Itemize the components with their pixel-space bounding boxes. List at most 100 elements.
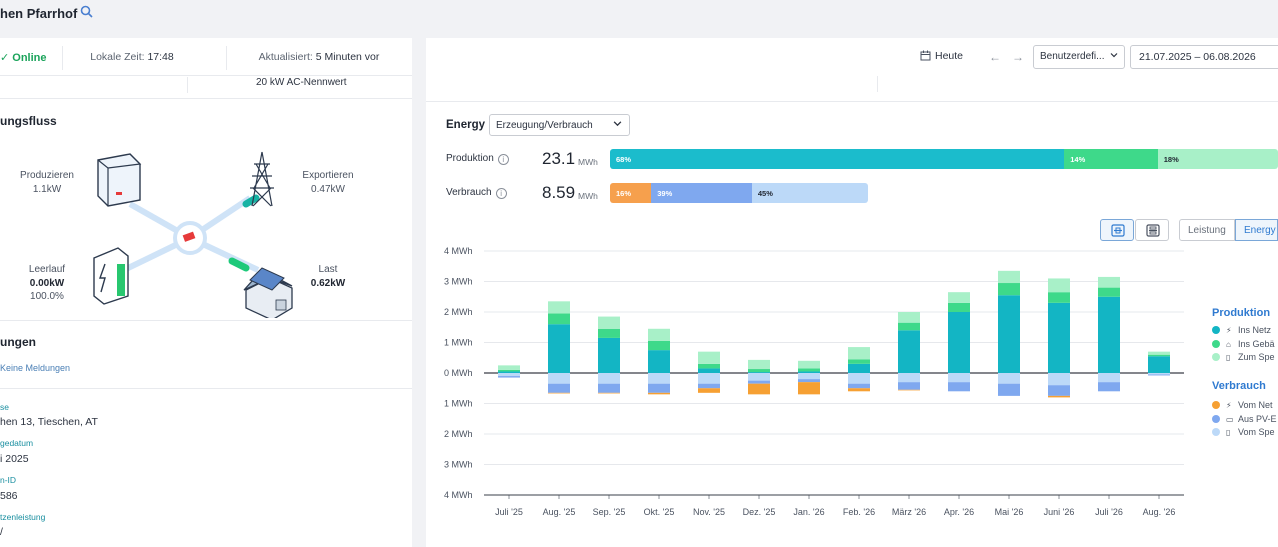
bar-segment	[998, 270, 1020, 284]
date-toolbar: Heute ← → Benutzerdefi... 21.07.2025 – 0…	[426, 38, 1278, 76]
bar-segment	[848, 359, 870, 364]
y-tick-label: 1 MWh	[444, 399, 473, 409]
bar-segment	[898, 330, 920, 373]
info-icon[interactable]: i	[495, 188, 507, 199]
info-icon[interactable]: i	[497, 154, 509, 165]
bar-segment	[598, 337, 620, 373]
energy-label: Energy	[446, 119, 485, 131]
bar-segment	[1048, 385, 1070, 396]
legend-item-to-storage[interactable]: ▯ Zum Spe	[1212, 352, 1275, 362]
bar-segment	[1148, 373, 1170, 375]
bar-segment	[1048, 373, 1070, 386]
legend-item-from-pv[interactable]: ▭ Aus PV-E	[1212, 414, 1277, 424]
bar-segment	[548, 383, 570, 393]
bar-segment	[1048, 395, 1070, 398]
bar-segment	[1148, 351, 1170, 355]
alerts-title: ungen	[0, 335, 36, 349]
production-share-bar: 68% 14% 18%	[610, 149, 1278, 169]
bar-segment	[948, 312, 970, 373]
energy-flow-title: ungsfluss	[0, 114, 57, 128]
energy-chart-panel: Heute ← → Benutzerdefi... 21.07.2025 – 0…	[426, 38, 1278, 547]
calendar-icon	[920, 50, 931, 61]
energy-view-select[interactable]: Erzeugung/Verbrauch	[489, 114, 630, 136]
battery-icon: ▯	[1226, 353, 1231, 362]
divider	[62, 46, 63, 70]
stacked-view-button[interactable]	[1100, 219, 1134, 241]
bar-segment	[698, 383, 720, 389]
export-label: Exportieren	[302, 170, 354, 181]
bar-segment	[1098, 296, 1120, 373]
legend-dot	[1212, 428, 1220, 436]
y-tick-label: 0 MWh	[444, 368, 473, 378]
bar-segment	[1048, 292, 1070, 303]
info-value-address: hen 13, Tieschen, AT	[0, 416, 98, 428]
ac-rating-strip: 20 kW AC-Nennwert	[0, 77, 412, 99]
bar-segment	[598, 328, 620, 338]
bar-segment	[998, 383, 1020, 396]
legend-item-from-storage[interactable]: ▯ Vom Spe	[1212, 427, 1275, 437]
chevron-down-icon	[613, 121, 622, 127]
production-total: 23.1	[542, 149, 576, 168]
bar-segment	[1098, 373, 1120, 383]
today-button[interactable]: Heute	[920, 50, 963, 62]
ac-rating: 20 kW AC-Nennwert	[256, 77, 347, 88]
load-label: Last	[318, 264, 338, 275]
bar-segment	[848, 363, 870, 373]
bar-segment	[748, 383, 770, 395]
info-value-peak: /	[0, 526, 3, 538]
bar-segment	[748, 380, 770, 384]
x-tick-label: Nov. '25	[693, 507, 725, 517]
legend-dot	[1212, 326, 1220, 334]
legend-dot	[1212, 401, 1220, 409]
divider	[877, 76, 878, 92]
house-icon	[243, 267, 293, 318]
bar-segment	[748, 373, 770, 381]
y-tick-label: 1 MWh	[444, 338, 473, 348]
date-range-input[interactable]: 21.07.2025 – 06.08.2026	[1130, 45, 1278, 69]
house-icon: ⌂	[1226, 340, 1231, 349]
grouped-chart-icon	[1146, 224, 1160, 237]
range-type-select[interactable]: Benutzerdefi...	[1033, 45, 1125, 69]
y-tick-label: 2 MWh	[444, 429, 473, 439]
bar-segment	[648, 350, 670, 373]
divider	[0, 320, 412, 321]
bar-segment	[548, 392, 570, 394]
battery-soc: 100.0%	[30, 291, 64, 302]
bar-segment	[698, 363, 720, 369]
x-tick-label: Sep. '25	[593, 507, 626, 517]
next-period-button[interactable]: →	[1012, 50, 1024, 64]
previous-period-button[interactable]: ←	[989, 50, 1001, 64]
grouped-view-button[interactable]	[1135, 219, 1169, 241]
online-status: ✓ Online	[0, 52, 47, 64]
bar-segment	[1098, 382, 1120, 392]
legend-item-from-grid[interactable]: ⚡ Vom Net	[1212, 400, 1273, 410]
power-mode-button[interactable]: Leistung	[1179, 219, 1235, 241]
bar-segment	[798, 373, 820, 380]
divider	[187, 77, 188, 93]
export-value: 0.47kW	[311, 184, 345, 195]
bar-segment	[948, 302, 970, 312]
bar-segment	[898, 382, 920, 390]
top-bar: hen Pfarrhof	[0, 0, 1278, 38]
bar-segment	[798, 382, 820, 395]
search-icon[interactable]	[79, 4, 95, 20]
legend-item-grid-export[interactable]: ⚡ Ins Netz	[1212, 325, 1271, 335]
x-tick-label: Apr. '26	[944, 507, 974, 517]
bar-segment	[498, 371, 520, 373]
bar-segment	[998, 373, 1020, 384]
bar-segment	[798, 368, 820, 372]
divider	[226, 46, 227, 70]
legend-item-building[interactable]: ⌂ Ins Gebä	[1212, 339, 1275, 349]
bar-segment	[848, 347, 870, 360]
toolbar-substrip	[426, 76, 1278, 102]
grid-tower-icon: ⚡	[1226, 326, 1232, 335]
bar-segment	[1048, 302, 1070, 373]
bar-segment	[848, 388, 870, 392]
produce-label: Produzieren	[20, 170, 74, 181]
bar-segment	[598, 392, 620, 394]
production-unit: MWh	[578, 157, 598, 167]
bar-segment	[948, 382, 970, 392]
bar-segment	[648, 340, 670, 351]
y-tick-label: 4 MWh	[444, 246, 473, 256]
battery-icon: ▯	[1226, 428, 1231, 437]
